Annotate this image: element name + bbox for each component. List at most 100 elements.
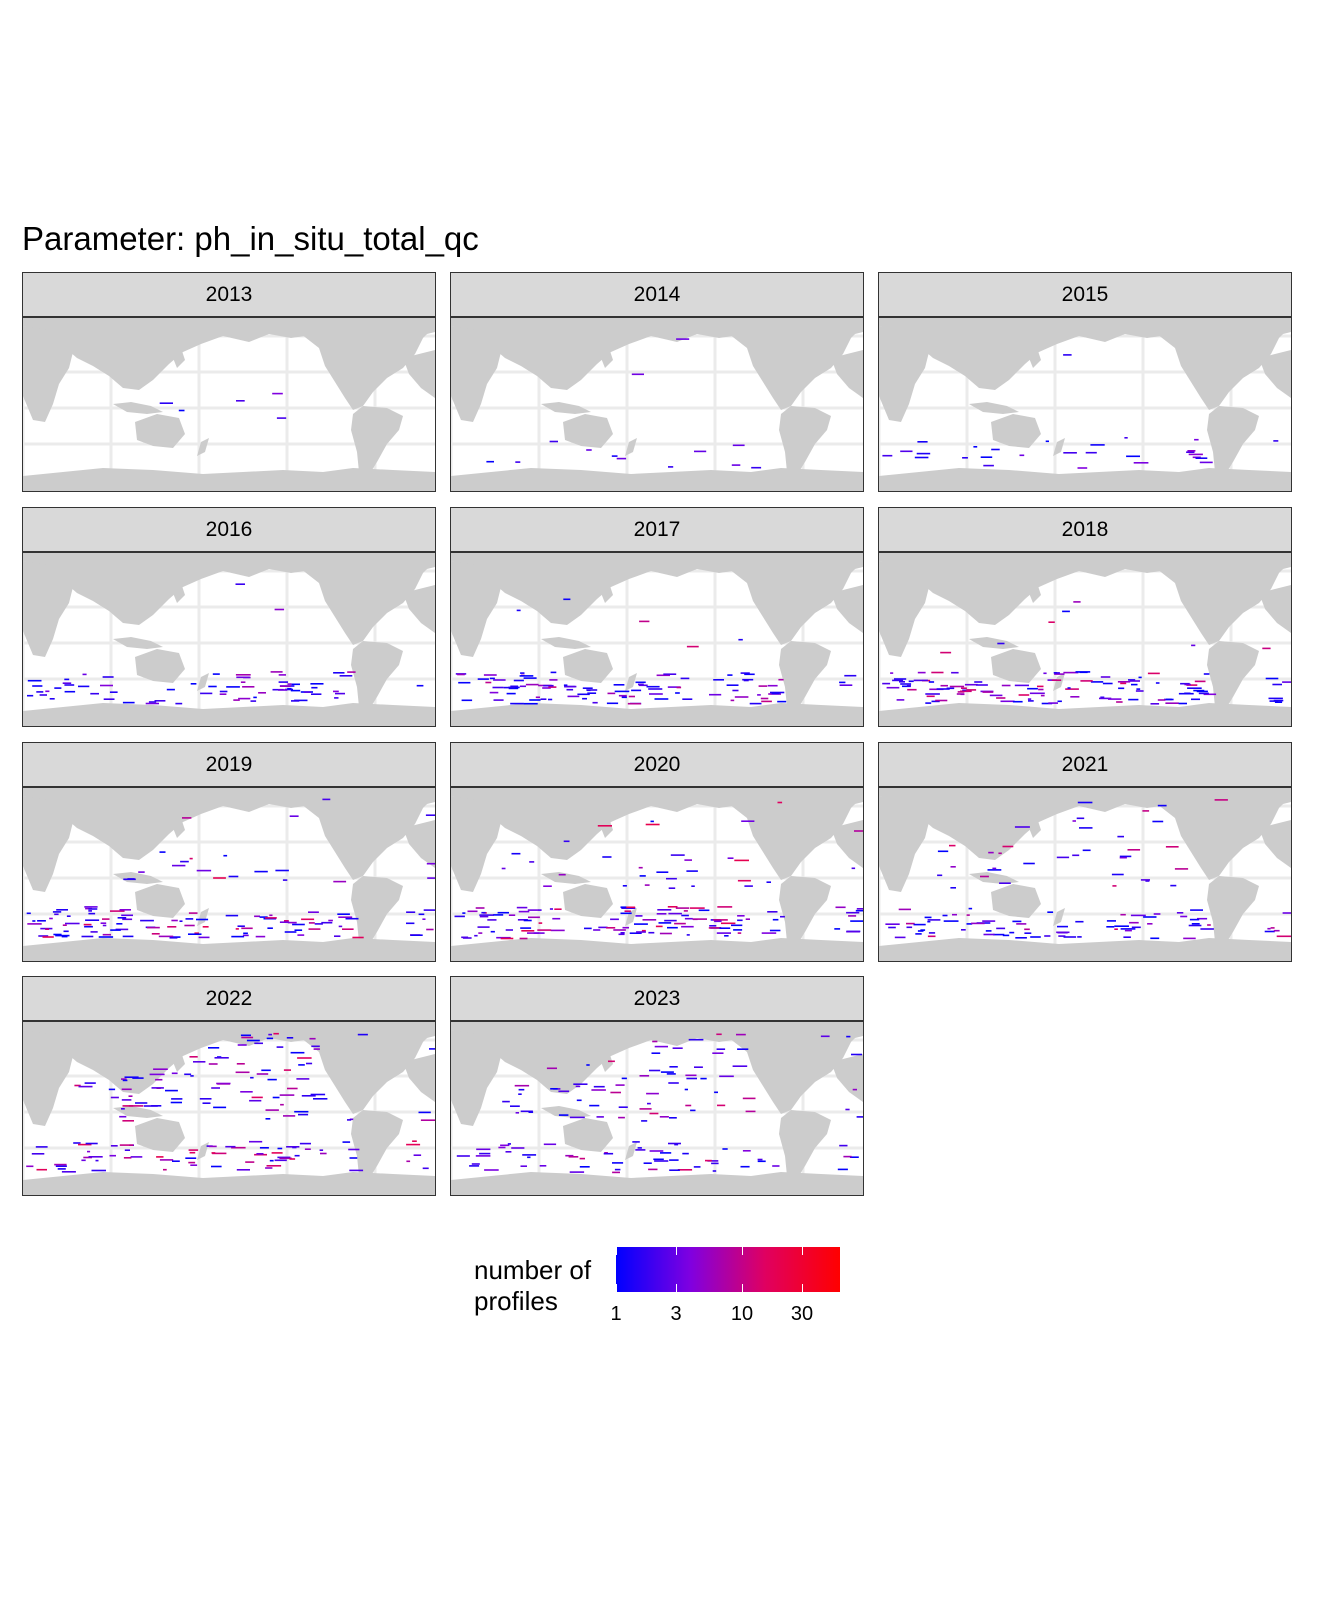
profile-cell — [724, 935, 729, 937]
profile-cell — [266, 1037, 274, 1040]
profile-cell — [691, 885, 695, 887]
profile-cell — [334, 935, 341, 937]
profile-cell — [283, 1115, 296, 1117]
profile-cell — [202, 926, 209, 928]
profile-cell — [484, 1169, 499, 1171]
land-indonesia — [969, 872, 1019, 884]
profile-cell — [226, 686, 240, 688]
profile-cell — [716, 1048, 726, 1050]
profile-cell — [928, 932, 936, 934]
profile-cell — [576, 1099, 582, 1102]
land-australia — [563, 884, 613, 918]
profile-cell — [1203, 673, 1210, 675]
profile-cell — [1184, 692, 1191, 695]
land-asia — [451, 788, 751, 860]
profile-cell — [593, 929, 601, 931]
profile-cell — [1170, 884, 1177, 887]
profile-cell — [497, 911, 509, 914]
profile-cell — [942, 914, 948, 917]
profile-cell — [1143, 916, 1157, 918]
profile-cell — [898, 908, 911, 911]
profile-cell — [240, 681, 246, 683]
profile-cell — [520, 927, 532, 929]
profile-cell — [610, 1091, 621, 1094]
profile-cell — [1155, 682, 1160, 684]
profile-cell — [339, 675, 353, 677]
profile-cell — [167, 926, 177, 928]
profile-cell — [900, 683, 912, 685]
profile-cell — [32, 920, 36, 922]
profile-cell — [1124, 437, 1128, 439]
profile-cell — [1184, 683, 1191, 686]
profile-cell — [61, 935, 68, 938]
profile-cell — [282, 879, 288, 881]
profile-cell — [573, 1083, 588, 1085]
profile-cell — [483, 674, 497, 676]
land-north-america — [293, 553, 435, 645]
profile-cell — [982, 920, 996, 922]
profile-cell — [686, 645, 699, 648]
profile-cell — [169, 937, 178, 939]
profile-cell — [489, 677, 495, 680]
profile-cell — [550, 671, 557, 674]
profile-cell — [515, 1112, 519, 1114]
legend-tick-mark — [676, 1284, 677, 1292]
profile-cell — [726, 684, 739, 686]
profile-cell — [711, 1162, 719, 1165]
profile-cell — [100, 922, 107, 924]
profile-cell — [727, 674, 733, 676]
profile-tracks — [454, 801, 863, 940]
profile-cell — [45, 928, 50, 930]
profile-cell — [935, 699, 948, 702]
profile-cell — [681, 925, 694, 928]
profile-cell — [78, 1143, 92, 1146]
profile-cell — [479, 915, 489, 918]
profile-cell — [882, 682, 891, 685]
legend-tick-label: 3 — [670, 1303, 682, 1325]
profile-cell — [256, 1153, 264, 1155]
profile-cell — [228, 875, 239, 878]
profile-cell — [648, 931, 655, 934]
profile-cell — [475, 1155, 491, 1157]
profile-cell — [171, 919, 178, 922]
profile-cell — [638, 683, 644, 686]
profile-cell — [971, 922, 985, 925]
profile-cell — [313, 1098, 328, 1100]
profile-cell — [170, 1101, 182, 1104]
profile-cell — [290, 1051, 305, 1054]
profile-cell — [462, 912, 466, 914]
profile-cell — [550, 929, 565, 932]
profile-cell — [1063, 452, 1077, 454]
profile-cell — [638, 866, 643, 869]
profile-cell — [575, 1085, 581, 1088]
profile-cell — [936, 688, 950, 690]
profile-cell — [185, 918, 194, 920]
facet-2013: 2013 — [22, 272, 436, 492]
profile-cell — [591, 1089, 606, 1091]
profile-cell — [1076, 817, 1085, 820]
profile-cell — [292, 923, 305, 926]
profile-cell — [906, 926, 913, 929]
profile-cell — [236, 400, 245, 402]
profile-cell — [1079, 827, 1093, 829]
profile-cell — [1057, 925, 1068, 928]
profile-cell — [655, 925, 663, 928]
profile-cell — [196, 918, 209, 921]
profile-cell — [586, 1064, 590, 1066]
profile-cell — [548, 686, 557, 688]
profile-cell — [253, 696, 257, 699]
profile-cell — [540, 698, 547, 700]
profile-cell — [732, 1065, 748, 1067]
profile-cell — [63, 930, 69, 933]
profile-cell — [1019, 454, 1025, 457]
profile-cell — [770, 691, 785, 694]
legend-tick-mark — [616, 1247, 617, 1255]
profile-cell — [639, 620, 650, 623]
profile-cell — [54, 1163, 67, 1166]
profile-cell — [242, 686, 255, 688]
profile-cell — [81, 935, 94, 938]
legend-tick-mark — [802, 1284, 803, 1292]
land-indonesia — [541, 402, 591, 414]
profile-cell — [980, 456, 993, 458]
profile-cell — [121, 1078, 127, 1080]
